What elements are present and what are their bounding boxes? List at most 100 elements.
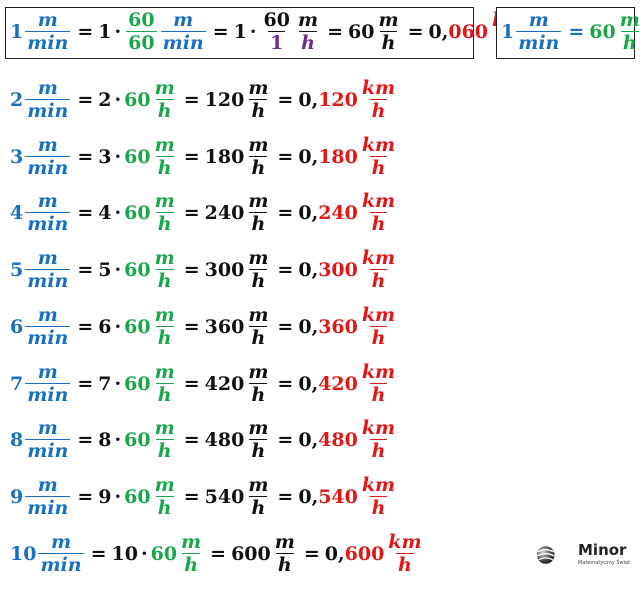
equals-sign: = [77, 485, 94, 508]
header-mult-one-2: 1 [233, 20, 247, 43]
equals-sign: = [277, 88, 294, 111]
header-lead-number: 1 [10, 20, 24, 43]
logo-tagline: Matematyczny Świat [578, 560, 631, 566]
row-unit-km-per-h: km h [361, 304, 396, 349]
header-unit-m-per-h-2: m h [378, 9, 399, 54]
row-unit-m-per-min: m min [25, 134, 71, 179]
equals-sign: = [303, 542, 320, 565]
equals-sign: = [77, 428, 94, 451]
header-mult-one: 1 [98, 20, 112, 43]
row-m-per-h-value: 360 [204, 315, 245, 338]
row-multiplier-repeat: 7 [98, 372, 112, 395]
row-sixty: 60 [124, 88, 151, 111]
dot-operator: · [114, 201, 122, 224]
equals-sign: = [277, 201, 294, 224]
minor-logo-globe-icon [536, 546, 555, 564]
conversion-row: 9 m min = 9 · 60 m h = 540 m h = 0, 540 km h [10, 474, 399, 519]
row-unit-km-per-h: km h [361, 247, 396, 292]
row-unit-km-per-h: km h [361, 77, 396, 122]
equals-sign: = [183, 258, 200, 281]
equals-sign: = [77, 372, 94, 395]
row-unit-km-per-h: km h [361, 190, 396, 235]
row-m-per-h-value: 540 [204, 485, 245, 508]
row-unit-m-per-min: m min [25, 190, 71, 235]
row-m-per-h-value: 240 [204, 201, 245, 224]
dot-operator: · [114, 258, 122, 281]
row-multiplier: 3 [10, 145, 24, 168]
row-m-per-h-value: 480 [204, 428, 245, 451]
header-sixty: 60 [348, 20, 375, 43]
row-km-per-h-value: 480 [318, 428, 358, 451]
row-multiplier: 8 [10, 428, 24, 451]
row-sixty: 60 [124, 258, 151, 281]
side-unit-m-per-h: m h [619, 9, 640, 54]
row-unit-m-per-min: m min [25, 417, 71, 462]
logo-name: Minor [578, 541, 627, 559]
row-km-per-h-value: 240 [318, 201, 358, 224]
row-unit-km-per-h: km h [361, 361, 396, 406]
equals-sign: = [327, 20, 344, 43]
header-main-box [5, 7, 474, 59]
row-sixty: 60 [124, 428, 151, 451]
dot-operator: · [114, 315, 122, 338]
row-unit-km-per-h: km h [388, 531, 422, 576]
side-lead-number: 1 [501, 20, 515, 43]
conversion-row: 4 m min = 4 · 60 m h = 240 m h = 0, 240 km h [10, 190, 399, 235]
row-result-prefix: 0, [298, 145, 319, 168]
row-unit-m-per-min: m min [25, 474, 71, 519]
equals-sign: = [77, 201, 94, 224]
row-unit-m-per-min: m min [38, 531, 84, 576]
equals-sign: = [277, 145, 294, 168]
dot-operator: · [114, 428, 122, 451]
row-result-prefix: 0, [298, 485, 319, 508]
conversion-row: 6 m min = 6 · 60 m h = 360 m h = 0, 360 km h [10, 304, 399, 349]
equals-sign: = [183, 88, 200, 111]
row-multiplier: 6 [10, 315, 24, 338]
side-value: 60 [589, 20, 616, 43]
row-km-per-h-value: 360 [318, 315, 358, 338]
equals-sign: = [210, 542, 227, 565]
row-sixty: 60 [150, 542, 178, 565]
dot-operator: · [249, 20, 257, 43]
row-result-prefix: 0, [298, 88, 319, 111]
row-unit-m-per-min: m min [25, 77, 71, 122]
row-multiplier-repeat: 3 [98, 145, 112, 168]
row-sixty: 60 [124, 201, 151, 224]
row-multiplier: 5 [10, 258, 24, 281]
equals-sign: = [183, 145, 200, 168]
row-multiplier: 9 [10, 485, 24, 508]
row-sixty: 60 [124, 145, 151, 168]
row-multiplier-repeat: 6 [98, 315, 112, 338]
row-multiplier-repeat: 5 [98, 258, 112, 281]
row-m-per-h-value: 420 [204, 372, 245, 395]
row-multiplier-repeat: 9 [98, 485, 112, 508]
header-main-equation: 1 m min = 1 · 60 60 m min = 1 · 60 1 m h… [10, 9, 529, 54]
equals-sign: = [90, 542, 107, 565]
row-km-per-h-value: 180 [318, 145, 358, 168]
row-km-per-h-value: 540 [318, 485, 358, 508]
row-multiplier-repeat: 10 [111, 542, 138, 565]
header-fraction-60-60: 60 60 [126, 9, 157, 54]
equals-sign: = [183, 372, 200, 395]
row-result-prefix: 0, [298, 428, 319, 451]
equals-sign: = [77, 258, 94, 281]
equals-sign: = [407, 20, 424, 43]
row-m-per-h-value: 600 [231, 542, 271, 565]
row-sixty: 60 [124, 315, 151, 338]
row-unit-km-per-h: km h [361, 134, 396, 179]
row-m-per-h-value: 120 [204, 88, 245, 111]
equals-sign: = [77, 315, 94, 338]
row-multiplier-repeat: 2 [98, 88, 112, 111]
row-multiplier: 10 [10, 542, 37, 565]
